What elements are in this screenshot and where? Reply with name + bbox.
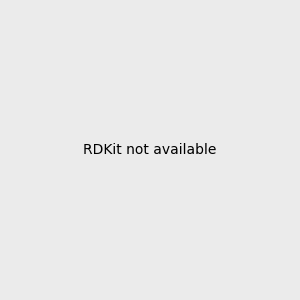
Text: RDKit not available: RDKit not available <box>83 143 217 157</box>
